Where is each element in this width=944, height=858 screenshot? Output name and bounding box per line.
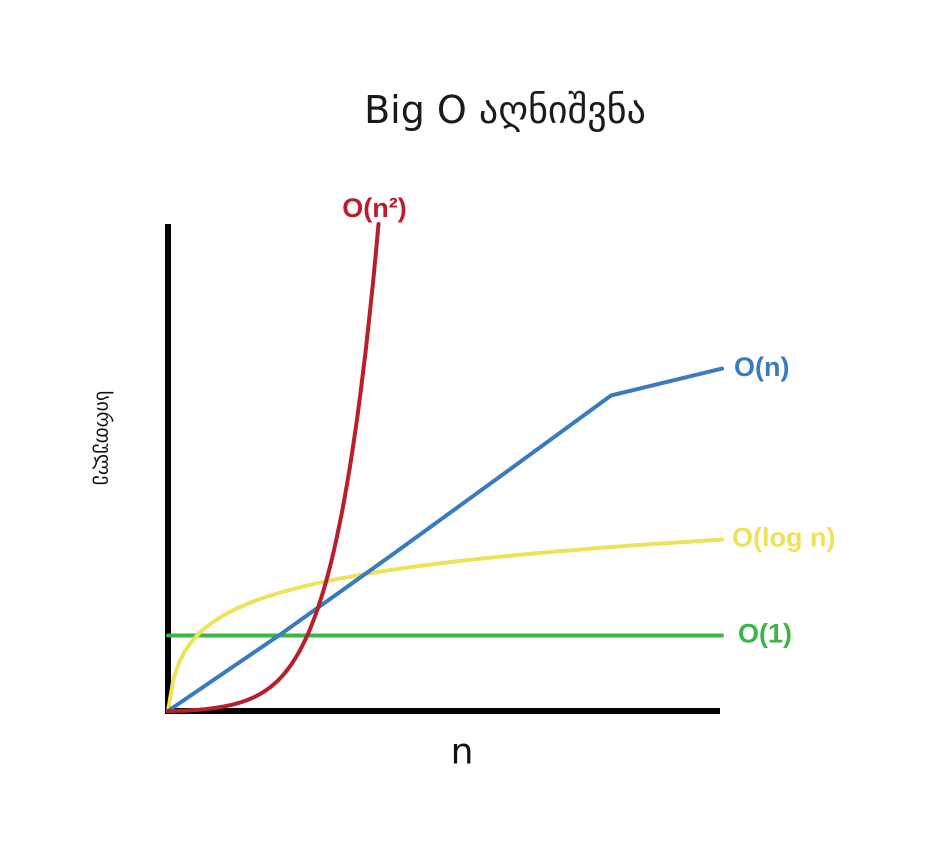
series-label-linear: O(n) — [734, 352, 789, 382]
x-axis-label: n — [450, 731, 474, 773]
series-line-log — [166, 537, 724, 713]
series-line-quadratic — [166, 222, 381, 713]
series-line-linear — [166, 366, 724, 713]
label-group: O(1) O(log n) O(n) O(n²) — [342, 193, 835, 649]
chart-title: Big O აღნიშვნა — [364, 88, 646, 132]
series-label-quadratic: O(n²) — [342, 193, 406, 223]
series-label-constant: O(1) — [738, 619, 792, 649]
series-label-log: O(log n) — [732, 523, 835, 553]
y-axis-label: სირთულე — [92, 390, 116, 486]
series-group — [166, 222, 724, 713]
